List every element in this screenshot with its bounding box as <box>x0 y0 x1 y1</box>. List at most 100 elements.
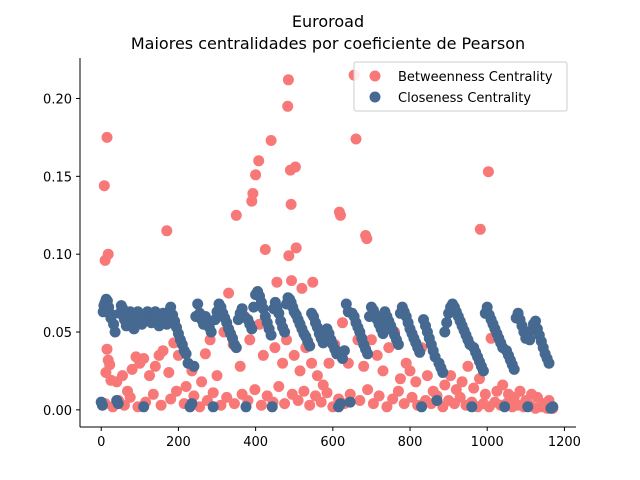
closeness-point <box>192 298 204 310</box>
betweenness-point <box>321 387 333 399</box>
betweenness-point <box>358 360 370 372</box>
betweenness-point <box>163 367 175 378</box>
closeness-point <box>265 329 277 341</box>
y-tick-label: 0.15 <box>43 170 72 185</box>
closeness-point <box>246 323 258 335</box>
closeness-point <box>112 398 124 410</box>
betweenness-point <box>259 244 271 255</box>
betweenness-point <box>161 225 173 237</box>
betweenness-point <box>344 388 356 400</box>
betweenness-point <box>410 376 422 388</box>
betweenness-point <box>101 131 113 143</box>
closeness-point <box>414 346 426 358</box>
chart-subtitle: Maiores centralidades por coeficiente de… <box>131 34 525 53</box>
betweenness-point <box>311 370 323 382</box>
betweenness-point <box>454 391 466 403</box>
betweenness-point <box>283 250 295 262</box>
betweenness-point <box>271 276 283 288</box>
betweenness-point <box>468 382 480 394</box>
betweenness-point <box>211 370 223 382</box>
betweenness-point <box>292 395 304 406</box>
betweenness-point <box>323 357 335 369</box>
betweenness-point <box>279 398 291 410</box>
closeness-point <box>304 340 316 352</box>
betweenness-point <box>383 342 395 354</box>
betweenness-point <box>282 100 294 112</box>
closeness-point <box>392 339 404 350</box>
closeness-point <box>441 317 453 329</box>
betweenness-point <box>307 276 319 288</box>
closeness-point <box>188 360 200 372</box>
betweenness-point <box>155 399 167 411</box>
betweenness-point <box>117 370 128 382</box>
y-tick-label: 0.20 <box>43 92 72 107</box>
closeness-point <box>416 401 428 413</box>
betweenness-point <box>482 166 494 178</box>
betweenness-point <box>304 399 316 411</box>
points-layer <box>95 69 559 414</box>
closeness-point <box>477 365 489 377</box>
betweenness-point <box>337 317 348 329</box>
axes-layer: 0 200 400 600 800 1000 1200 0.00 0.05 0.10 0.15 0.2… <box>43 58 581 450</box>
betweenness-point <box>398 398 410 410</box>
closeness-point <box>109 326 121 338</box>
closeness-point <box>344 396 356 408</box>
betweenness-point <box>207 387 219 399</box>
closeness-point <box>96 399 108 411</box>
closeness-point <box>377 328 389 340</box>
legend: Betweenness Centrality Closeness Central… <box>353 61 568 112</box>
x-tick-label: 200 <box>166 435 191 450</box>
betweenness-point <box>277 357 289 369</box>
chart-title: Euroroad <box>292 12 364 31</box>
betweenness-point <box>255 399 267 411</box>
betweenness-point <box>290 242 302 254</box>
x-tick-label: 600 <box>320 435 345 450</box>
closeness-point <box>230 342 242 354</box>
betweenness-point <box>228 398 240 410</box>
x-tick-label: 1200 <box>548 435 581 450</box>
betweenness-point <box>381 401 393 413</box>
betweenness-point <box>367 398 379 410</box>
betweenness-point <box>234 360 246 372</box>
betweenness-point <box>273 381 285 392</box>
betweenness-point <box>165 393 177 405</box>
betweenness-point <box>387 393 399 405</box>
betweenness-point <box>456 376 468 388</box>
closeness-point <box>508 363 520 375</box>
betweenness-point <box>253 155 265 167</box>
betweenness-point <box>306 357 318 369</box>
closeness-point <box>279 326 291 338</box>
betweenness-point <box>289 161 301 173</box>
closeness-point <box>466 401 478 413</box>
betweenness-point <box>244 334 256 346</box>
betweenness-point <box>371 349 383 361</box>
betweenness-point <box>138 353 150 364</box>
betweenness-point <box>98 180 110 192</box>
closeness-point <box>240 401 252 413</box>
closeness-point <box>338 345 350 357</box>
closeness-point <box>499 401 511 413</box>
betweenness-point <box>406 391 418 403</box>
closeness-point <box>180 348 192 360</box>
betweenness-point <box>294 365 306 377</box>
betweenness-point <box>335 209 346 221</box>
betweenness-point <box>171 385 182 397</box>
betweenness-point <box>392 385 404 397</box>
betweenness-point <box>247 188 259 199</box>
betweenness-point <box>101 343 113 355</box>
betweenness-point <box>362 384 374 396</box>
betweenness-point <box>474 223 486 235</box>
legend-label-closeness: Closeness Centrality <box>398 91 531 106</box>
betweenness-point <box>180 381 192 392</box>
betweenness-point <box>265 135 277 146</box>
closeness-point <box>207 401 219 413</box>
betweenness-point <box>361 233 373 245</box>
betweenness-point <box>199 348 211 360</box>
betweenness-point <box>102 248 114 260</box>
betweenness-point <box>298 385 310 397</box>
legend-marker-betweenness <box>369 70 381 82</box>
betweenness-point <box>126 363 138 375</box>
closeness-point <box>547 401 559 413</box>
betweenness-point <box>514 385 526 397</box>
